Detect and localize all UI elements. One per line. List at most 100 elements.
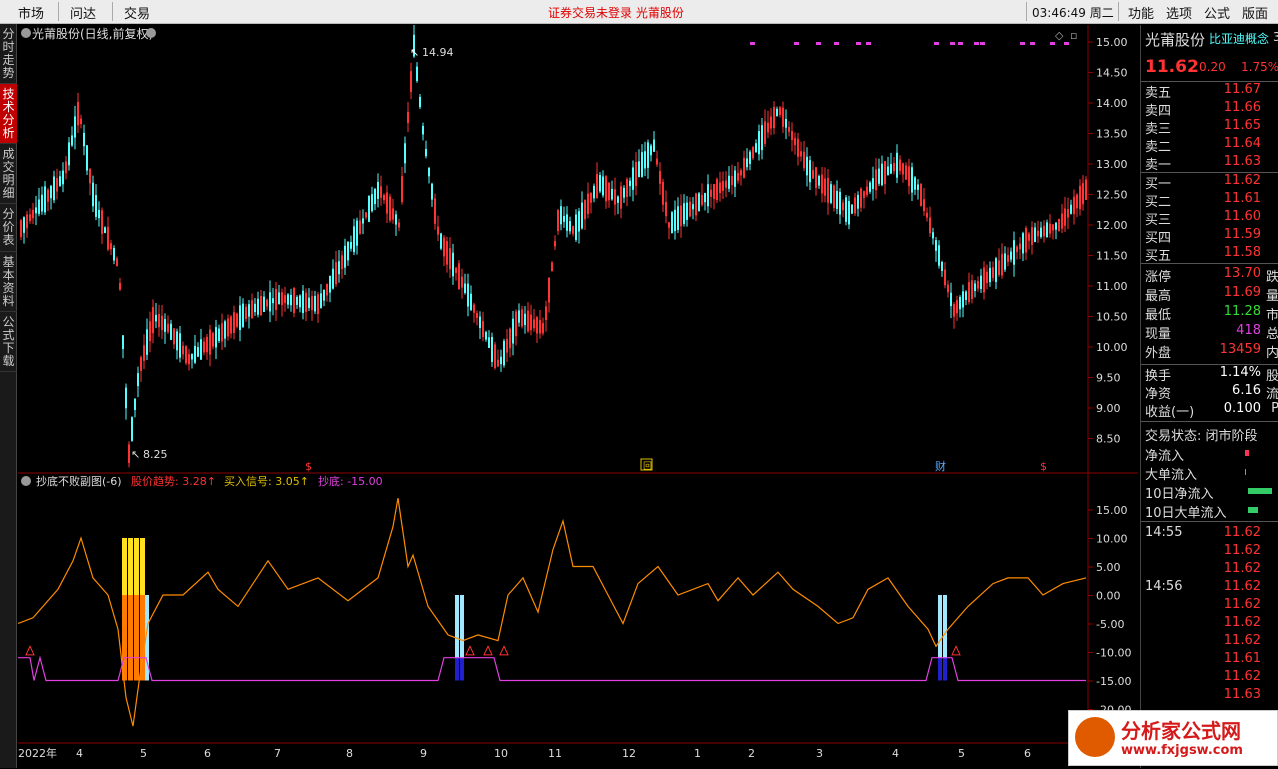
menu-options[interactable]: 选项 <box>1166 7 1193 22</box>
bid-row: 买三 11.60 <box>1145 209 1278 228</box>
candle-body <box>164 319 166 332</box>
tab-price-table[interactable]: 分价表 <box>0 204 17 252</box>
candle-body <box>1043 225 1045 237</box>
candle-body <box>1007 255 1009 262</box>
candle-body <box>917 184 919 190</box>
candle-body <box>1028 233 1030 241</box>
candle-body <box>428 167 430 177</box>
candle-body <box>1070 204 1072 214</box>
stat-suffix: 市 <box>1265 308 1278 323</box>
sub-chart-menu-icon[interactable] <box>21 476 31 486</box>
tab-technical[interactable]: 技术分析 <box>0 84 17 144</box>
menu-wenda[interactable]: 问达 <box>70 7 97 22</box>
candle-body <box>434 198 436 224</box>
signal-bar-cyan <box>455 595 459 658</box>
candle-body <box>41 194 43 212</box>
candle-body <box>953 304 955 317</box>
tab-profile[interactable]: 基本资料 <box>0 252 17 312</box>
candle-body <box>26 214 28 229</box>
candle-body <box>1031 227 1033 245</box>
tick-row: 14:55 11.62 <box>1145 525 1278 543</box>
event-marker-dividend-2[interactable]: $ <box>1040 460 1047 473</box>
menu-market[interactable]: 市场 <box>18 7 45 22</box>
x-tick-label: 6 <box>1024 747 1031 760</box>
candle-body <box>473 304 475 313</box>
low-price-arrow: ↖ <box>131 448 140 461</box>
chevron-down-icon[interactable] <box>146 28 156 38</box>
chart-title: 光莆股份(日线,前复权) <box>32 26 153 41</box>
candle-body <box>485 332 487 340</box>
candle-body <box>788 126 790 132</box>
sub-y-tick-label: 15.00 <box>1096 504 1128 517</box>
candle-body <box>713 184 715 199</box>
candle-body <box>1019 243 1021 250</box>
candle-body <box>488 337 490 348</box>
candle-body <box>881 163 883 186</box>
ask-row-label: 卖一 <box>1145 158 1172 173</box>
bid-row-label: 买二 <box>1145 195 1172 210</box>
candle-body <box>800 151 802 157</box>
candle-body <box>539 319 541 334</box>
kline-svg[interactable]: 光莆股份(日线,前复权) ◇ ▫ 15.0014.5014.0013.5013.… <box>17 22 1138 765</box>
candle-body <box>920 184 922 207</box>
candle-body <box>1052 224 1054 231</box>
candle-body <box>566 214 568 231</box>
candle-body <box>356 220 358 246</box>
concept-tag[interactable]: 比亚迪概念 <box>1209 32 1270 46</box>
tab-formula-download[interactable]: 公式下载 <box>0 312 17 372</box>
event-marker-return[interactable]: 回 <box>643 461 652 472</box>
candle-body <box>932 232 934 239</box>
signal-dot <box>750 42 755 45</box>
candle-body <box>731 175 733 186</box>
signal-triangle <box>951 645 961 656</box>
divider <box>1141 521 1278 522</box>
candle-body <box>722 180 724 191</box>
event-marker-box[interactable] <box>640 458 653 471</box>
candle-body <box>998 260 1000 275</box>
candle-body <box>329 275 331 293</box>
x-tick-label: 10 <box>494 747 508 760</box>
menu-trade[interactable]: 交易 <box>124 7 151 22</box>
chart-menu-icon[interactable] <box>21 28 31 38</box>
menu-layout[interactable]: 版面 <box>1242 7 1269 22</box>
candle-body <box>674 209 676 232</box>
candle-body <box>173 328 175 345</box>
candle-body <box>83 132 85 147</box>
candle-body <box>275 288 277 310</box>
event-marker-dividend[interactable]: $ <box>305 460 312 473</box>
candle-body <box>389 196 391 221</box>
tick-row: 11.62 <box>1145 543 1278 561</box>
stat-row-label: 最高 <box>1145 289 1172 304</box>
signal-dot <box>974 42 979 45</box>
event-marker-finance[interactable]: 财 <box>935 459 946 473</box>
candle-body <box>806 156 808 176</box>
candle-body <box>677 206 679 230</box>
stat2-row-label: 收益(一) <box>1145 405 1195 420</box>
square-icon[interactable]: ▫ <box>1070 29 1077 42</box>
signal-dot <box>950 42 955 45</box>
signal-dot <box>866 42 871 45</box>
tab-intraday[interactable]: 分时走势 <box>0 24 17 84</box>
candle-body <box>629 180 631 186</box>
candle-body <box>482 321 484 337</box>
menu-function[interactable]: 功能 <box>1128 7 1155 22</box>
diamond-icon[interactable]: ◇ <box>1055 29 1064 42</box>
tick-row: 11.63 <box>1145 687 1278 705</box>
tick-row: 11.62 <box>1145 615 1278 633</box>
menu-formula[interactable]: 公式 <box>1204 7 1231 22</box>
tab-trades[interactable]: 成交明细 <box>0 144 17 204</box>
candle-body <box>737 172 739 181</box>
candle-body <box>371 194 373 212</box>
candle-body <box>290 294 292 306</box>
candle-body <box>152 307 154 334</box>
chart-area[interactable]: 光莆股份(日线,前复权) ◇ ▫ 15.00 14.50 14.00 13.50 13.… <box>17 22 1138 765</box>
candle-body <box>524 313 526 326</box>
candle-body <box>359 220 361 234</box>
candle-body <box>236 313 238 327</box>
sub-y-tick-label: -5.00 <box>1096 618 1124 631</box>
candle-body <box>905 165 907 180</box>
candle-body <box>803 151 805 169</box>
candle-body <box>923 199 925 212</box>
candle-body <box>35 207 37 214</box>
candle-body <box>578 211 580 232</box>
